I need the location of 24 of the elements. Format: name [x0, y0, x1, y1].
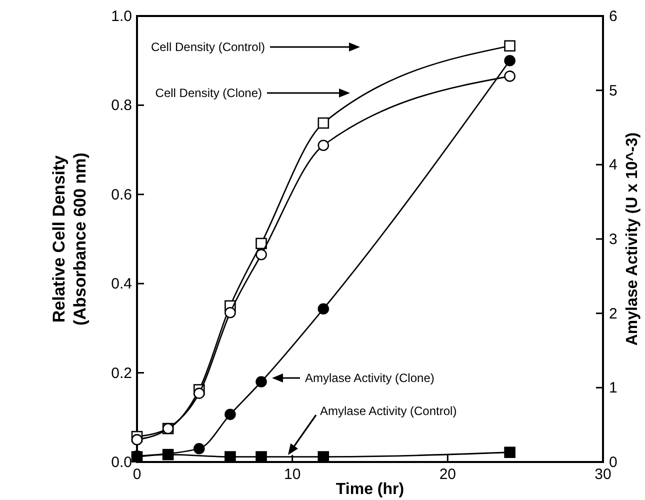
y-tick-label: 1.0: [111, 8, 132, 25]
x-tick-label: 10: [284, 466, 301, 483]
y-tick-label: 0.6: [111, 186, 132, 204]
y-tick-label: 0.2: [111, 364, 132, 382]
y2-axis-title: Amylase Activity (U x 10^-3): [624, 132, 641, 346]
y2-tick-label: 3: [609, 231, 618, 248]
annotation: Cell Density (Clone): [155, 86, 262, 100]
x-tick-label: 30: [594, 466, 612, 483]
annotation: Amylase Activity (Control): [320, 404, 457, 418]
y-tick-label: 0.0: [111, 454, 132, 471]
annotation: Amylase Activity (Clone): [305, 371, 434, 385]
y-axis-title: Relative Cell Density (Absorbance 600 nm): [50, 152, 90, 326]
y2-tick-label: 2: [609, 305, 618, 322]
y2-tick-label: 6: [609, 8, 618, 25]
y2-tick-label: 5: [609, 82, 618, 100]
y2-tick-label: 4: [609, 156, 618, 174]
y-tick-label: 0.8: [111, 97, 132, 114]
annotation: Cell Density (Control): [150, 40, 265, 54]
x-tick-label: 20: [439, 466, 456, 483]
y-tick-label: 0.4: [111, 276, 132, 293]
y2-tick-label: 0: [609, 454, 618, 471]
y2-tick-label: 1: [609, 380, 618, 397]
x-axis-title: Time (hr): [336, 481, 404, 498]
x-tick-label: 0: [132, 466, 142, 483]
